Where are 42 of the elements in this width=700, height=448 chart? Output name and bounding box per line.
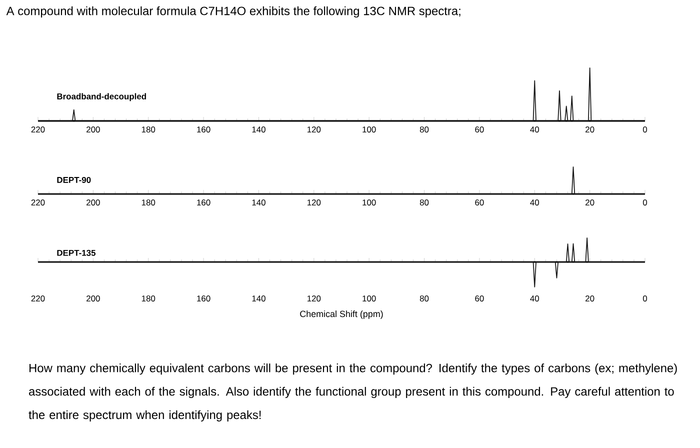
x-tick-label: 120 bbox=[307, 126, 321, 132]
x-tick-label: 100 bbox=[362, 296, 376, 302]
x-tick-label: 60 bbox=[475, 200, 484, 206]
x-tick-label: 80 bbox=[420, 296, 429, 302]
x-tick-label: 0 bbox=[642, 200, 648, 206]
x-tick-label: 160 bbox=[197, 126, 210, 132]
x-tick-label: 140 bbox=[252, 296, 266, 302]
x-tick-label: 220 bbox=[31, 200, 45, 206]
x-tick-label: 200 bbox=[86, 296, 100, 302]
text: Broadband-decoupled bbox=[57, 93, 146, 102]
x-tick-label: 0 bbox=[642, 126, 648, 132]
x-tick-label: 140 bbox=[252, 126, 266, 132]
text: How many chemically equivalent carbons will be present in the compound? Identify the types of carbons (ex; methylene) associated with each of the signals. Also identify the functional group present in this compound. Pay careful attention to the entire spectrum when identifying peaks! bbox=[28, 364, 677, 422]
x-tick-label: 60 bbox=[475, 126, 484, 132]
x-tick-label: 200 bbox=[86, 126, 100, 132]
chart-title: A compound with molecular formula C7H14O exhibits the following 13C NMR spectra; bbox=[6, 6, 460, 18]
x-tick-label: 20 bbox=[586, 296, 594, 302]
x-tick-label: 220 bbox=[31, 296, 45, 302]
x-tick-label: 40 bbox=[530, 200, 540, 206]
x-tick-label: 120 bbox=[307, 200, 321, 206]
x-tick-label: 180 bbox=[142, 126, 156, 132]
x-tick-label: 60 bbox=[475, 296, 484, 302]
x-axis-title: Chemical Shift (ppm) bbox=[300, 310, 383, 319]
x-tick-label: 80 bbox=[420, 126, 429, 132]
x-tick-label: 80 bbox=[420, 200, 429, 206]
x-tick-label: 20 bbox=[586, 126, 594, 132]
x-tick-label: 100 bbox=[362, 126, 376, 132]
text: DEPT-135 bbox=[57, 250, 96, 256]
x-tick-label: 0 bbox=[642, 296, 648, 302]
x-tick-label: 140 bbox=[252, 200, 266, 206]
x-tick-label: 180 bbox=[142, 296, 156, 302]
x-tick-label: 200 bbox=[86, 200, 100, 206]
x-tick-label: 20 bbox=[586, 200, 594, 206]
x-tick-label: 220 bbox=[31, 126, 45, 132]
x-tick-label: 160 bbox=[197, 296, 210, 302]
x-tick-label: 40 bbox=[530, 296, 540, 302]
x-tick-label: 160 bbox=[197, 200, 210, 206]
x-tick-label: 120 bbox=[307, 296, 321, 302]
x-tick-label: 180 bbox=[142, 200, 156, 206]
x-tick-label: 40 bbox=[530, 126, 540, 132]
x-tick-label: 100 bbox=[362, 200, 376, 206]
text: DEPT-90 bbox=[57, 176, 91, 183]
